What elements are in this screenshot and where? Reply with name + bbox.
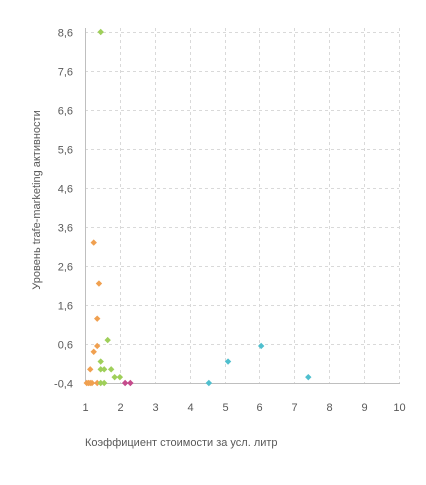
data-point <box>205 379 213 387</box>
data-point <box>305 373 312 381</box>
x-tick-label: 2 <box>117 402 123 414</box>
data-point <box>121 379 129 387</box>
data-point <box>100 366 108 373</box>
data-point <box>88 379 96 387</box>
data-point <box>104 336 111 344</box>
x-tick-label: 10 <box>393 402 405 414</box>
data-points <box>83 28 312 387</box>
data-point <box>224 358 232 365</box>
x-tick-label: 8 <box>326 402 332 414</box>
data-point <box>97 366 104 373</box>
y-tick-label: 7,6 <box>58 67 73 79</box>
data-point <box>107 366 115 373</box>
grid <box>85 28 400 384</box>
data-point <box>87 366 94 373</box>
x-tick-label: 5 <box>222 402 228 414</box>
data-point <box>97 28 104 36</box>
y-tick-label: 0,6 <box>58 340 73 352</box>
x-tick-label: 9 <box>361 402 367 414</box>
data-point <box>111 373 118 381</box>
x-tick-label: 3 <box>152 402 158 414</box>
data-point <box>97 379 104 387</box>
y-tick-label: 4,6 <box>58 184 73 196</box>
data-point <box>94 315 101 322</box>
y-tick-label: 6,6 <box>58 106 73 118</box>
data-point <box>116 373 124 381</box>
y-tick-label: 2,6 <box>58 262 73 274</box>
y-axis-title: Уровень trafe-marketing активности <box>31 110 43 289</box>
y-tick-label: 1,6 <box>58 301 73 313</box>
data-point <box>94 379 101 387</box>
data-point <box>257 342 265 350</box>
y-tick-label: 8,6 <box>58 28 73 40</box>
tick-labels: -0,4 0,6 1,6 2,6 3,6 4,6 5,6 6,6 7,6 8,6 1 2 3 4 5 6 7 8 9… <box>54 28 406 415</box>
data-point <box>127 379 134 387</box>
data-point <box>90 239 97 246</box>
x-axis-title: Коэффициент стоимости за усл. литр <box>85 437 278 449</box>
y-tick-label: -0,4 <box>54 379 73 391</box>
x-tick-label: 6 <box>256 402 262 414</box>
data-point <box>94 342 101 350</box>
x-tick-label: 1 <box>82 402 88 414</box>
y-tick-label: 5,6 <box>58 145 73 157</box>
data-point <box>97 358 104 365</box>
x-tick-label: 4 <box>187 402 193 414</box>
y-tick-label: 3,6 <box>58 223 73 235</box>
data-point <box>95 280 103 287</box>
x-tick-label: 7 <box>291 402 297 414</box>
data-point <box>100 379 108 387</box>
data-point <box>90 348 97 355</box>
